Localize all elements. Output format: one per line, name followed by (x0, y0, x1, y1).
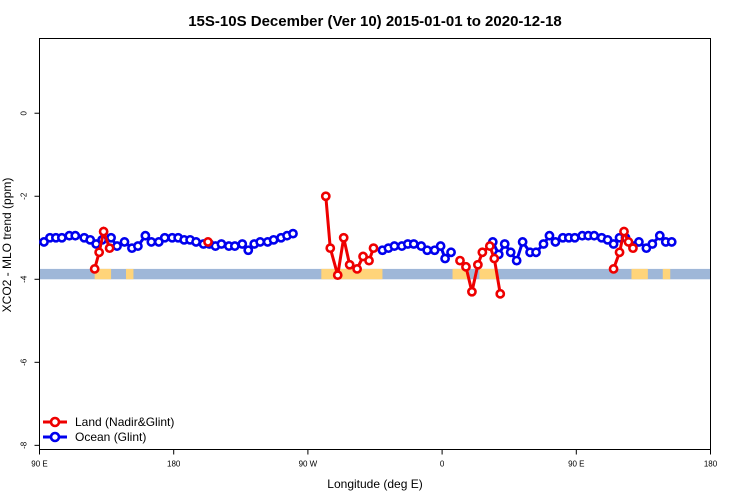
data-point (538, 239, 549, 249)
data-point (191, 237, 201, 247)
x-axis-label: Longitude (deg E) (327, 477, 422, 491)
data-point (408, 239, 419, 249)
x-tick-label: 180 (167, 460, 181, 469)
data-point (634, 237, 644, 247)
data-point (389, 241, 400, 251)
data-point (550, 237, 561, 247)
data-point (104, 243, 115, 254)
legend: Land (Nadir&Glint)Ocean (Glint) (43, 415, 174, 444)
data-point (325, 243, 336, 254)
data-point (229, 241, 240, 251)
data-point (455, 255, 465, 266)
legend-marker (49, 431, 61, 443)
data-point (288, 228, 298, 239)
data-point (435, 241, 446, 251)
data-point (489, 253, 500, 264)
y-axis-label: XCO2 - MLO trend (ppm) (0, 178, 14, 313)
data-point (368, 243, 379, 254)
data-point (647, 239, 658, 249)
land-mask (479, 268, 498, 280)
data-point (666, 237, 677, 247)
y-tick-label: 0 (20, 110, 29, 115)
data-point (477, 247, 488, 258)
land-mask (321, 268, 383, 280)
data-point (320, 191, 331, 202)
data-point (499, 239, 510, 249)
data-point (146, 237, 157, 247)
y-tick-label: -4 (20, 275, 29, 283)
data-point (608, 264, 619, 274)
data-point (89, 264, 100, 274)
data-point (654, 230, 665, 241)
data-point (364, 255, 374, 266)
x-tick-label: 90 E (31, 460, 47, 469)
data-point (243, 245, 254, 256)
data-point (511, 255, 522, 266)
chart-title: 15S-10S December (Ver 10) 2015-01-01 to … (188, 13, 562, 30)
land-mask (631, 268, 648, 280)
data-point (495, 288, 506, 299)
data-point (140, 230, 151, 241)
data-point (422, 245, 433, 256)
series-line (93, 226, 111, 270)
data-point (56, 232, 67, 243)
legend-label: Land (Nadir&Glint) (75, 415, 174, 429)
x-tick-label: 90 W (299, 460, 318, 469)
data-point (133, 241, 143, 251)
data-point (255, 237, 266, 247)
land-mask (125, 268, 134, 280)
data-point (268, 234, 279, 245)
legend-label: Ocean (Glint) (75, 430, 146, 444)
data-point (614, 247, 625, 258)
data-point (332, 270, 343, 281)
data-point (119, 237, 130, 247)
x-tick-label: 180 (704, 460, 718, 469)
plot-frame (39, 38, 711, 450)
data-point (352, 264, 363, 274)
data-point (467, 286, 477, 297)
data-point (628, 243, 638, 254)
data-point (338, 232, 349, 243)
legend-marker (49, 416, 61, 428)
data-point (472, 259, 483, 270)
data-point (237, 239, 248, 249)
data-point (112, 241, 122, 251)
data-point (608, 239, 619, 249)
data-point (531, 247, 541, 258)
land-mask (662, 268, 671, 280)
data-point (569, 232, 580, 243)
data-point (505, 247, 516, 258)
data-point (623, 237, 634, 247)
data-point (619, 226, 629, 237)
data-point (94, 247, 105, 258)
data-point (544, 230, 555, 241)
y-tick-label: -2 (20, 192, 29, 200)
series-ocean-glint- (39, 228, 677, 266)
y-tick-label: -8 (20, 441, 29, 449)
data-point (203, 237, 213, 247)
data-point (216, 239, 227, 249)
data-point (98, 226, 109, 237)
data-point (517, 237, 528, 247)
series-land-nadir-glint- (89, 191, 638, 299)
data-point (446, 247, 456, 258)
data-point (461, 261, 471, 272)
data-point (589, 230, 600, 241)
data-point (440, 253, 450, 264)
x-tick-label: 0 (440, 460, 445, 469)
x-tick-label: 90 E (568, 460, 584, 469)
data-point (484, 241, 495, 251)
data-point (70, 230, 81, 241)
data-point (344, 259, 355, 270)
data-point (159, 232, 170, 243)
y-tick-label: -6 (20, 358, 29, 366)
data-point (106, 232, 116, 243)
